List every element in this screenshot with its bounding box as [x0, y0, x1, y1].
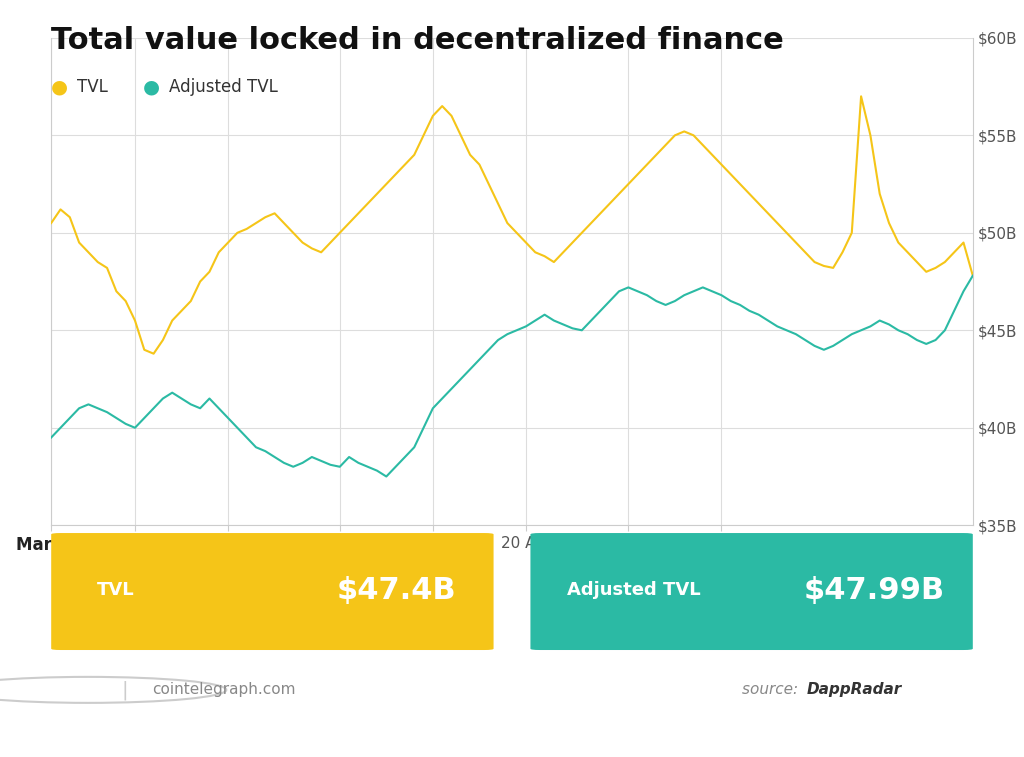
Text: Adjusted TVL: Adjusted TVL	[169, 78, 278, 96]
Text: source:: source:	[742, 682, 804, 697]
Text: TVL: TVL	[97, 581, 135, 600]
Text: cointelegraph.com: cointelegraph.com	[153, 682, 296, 697]
Text: |: |	[122, 680, 128, 699]
FancyBboxPatch shape	[530, 533, 973, 650]
Text: Total value locked in decentralized finance: Total value locked in decentralized fina…	[51, 26, 784, 55]
Text: $47.4B: $47.4B	[337, 576, 457, 605]
Text: ●: ●	[51, 77, 69, 97]
Text: $47.99B: $47.99B	[804, 576, 945, 605]
FancyBboxPatch shape	[51, 533, 494, 650]
Text: ●: ●	[143, 77, 161, 97]
Text: Adjusted TVL: Adjusted TVL	[567, 581, 700, 600]
Text: TVL: TVL	[77, 78, 108, 96]
Text: DappRadar: DappRadar	[807, 682, 902, 697]
